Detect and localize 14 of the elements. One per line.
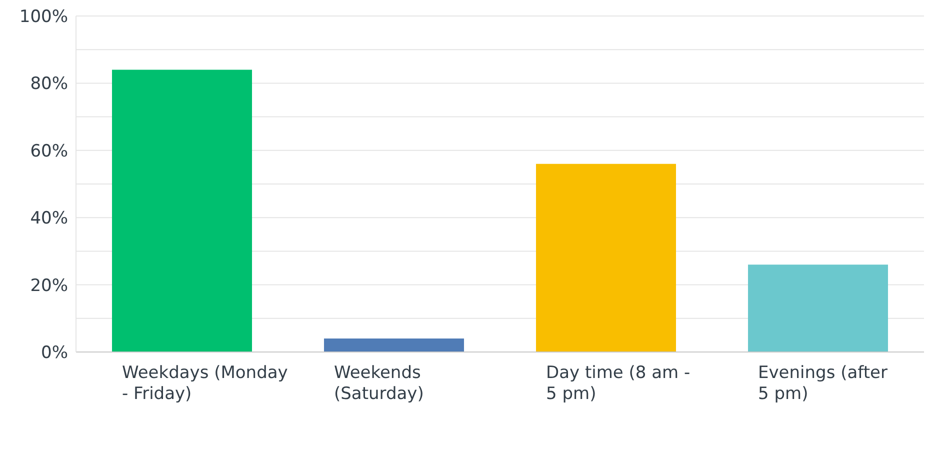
bar <box>324 338 464 352</box>
x-tick-label: Weekdays (Monday - Friday) <box>122 363 288 404</box>
y-tick-label: 100% <box>19 7 68 28</box>
x-tick-label: Evenings (after 5 pm) <box>758 363 888 404</box>
y-tick-label: 80% <box>30 74 68 94</box>
bar <box>536 164 676 352</box>
y-tick-label: 40% <box>30 208 68 229</box>
bar <box>748 264 888 352</box>
x-tick-label: Day time (8 am - 5 pm) <box>546 363 690 404</box>
y-tick-label: 20% <box>30 276 68 296</box>
x-tick-label: Weekends (Saturday) <box>334 363 424 404</box>
bar <box>112 70 252 352</box>
y-tick-label: 0% <box>41 343 68 364</box>
y-tick-label: 60% <box>30 141 68 162</box>
